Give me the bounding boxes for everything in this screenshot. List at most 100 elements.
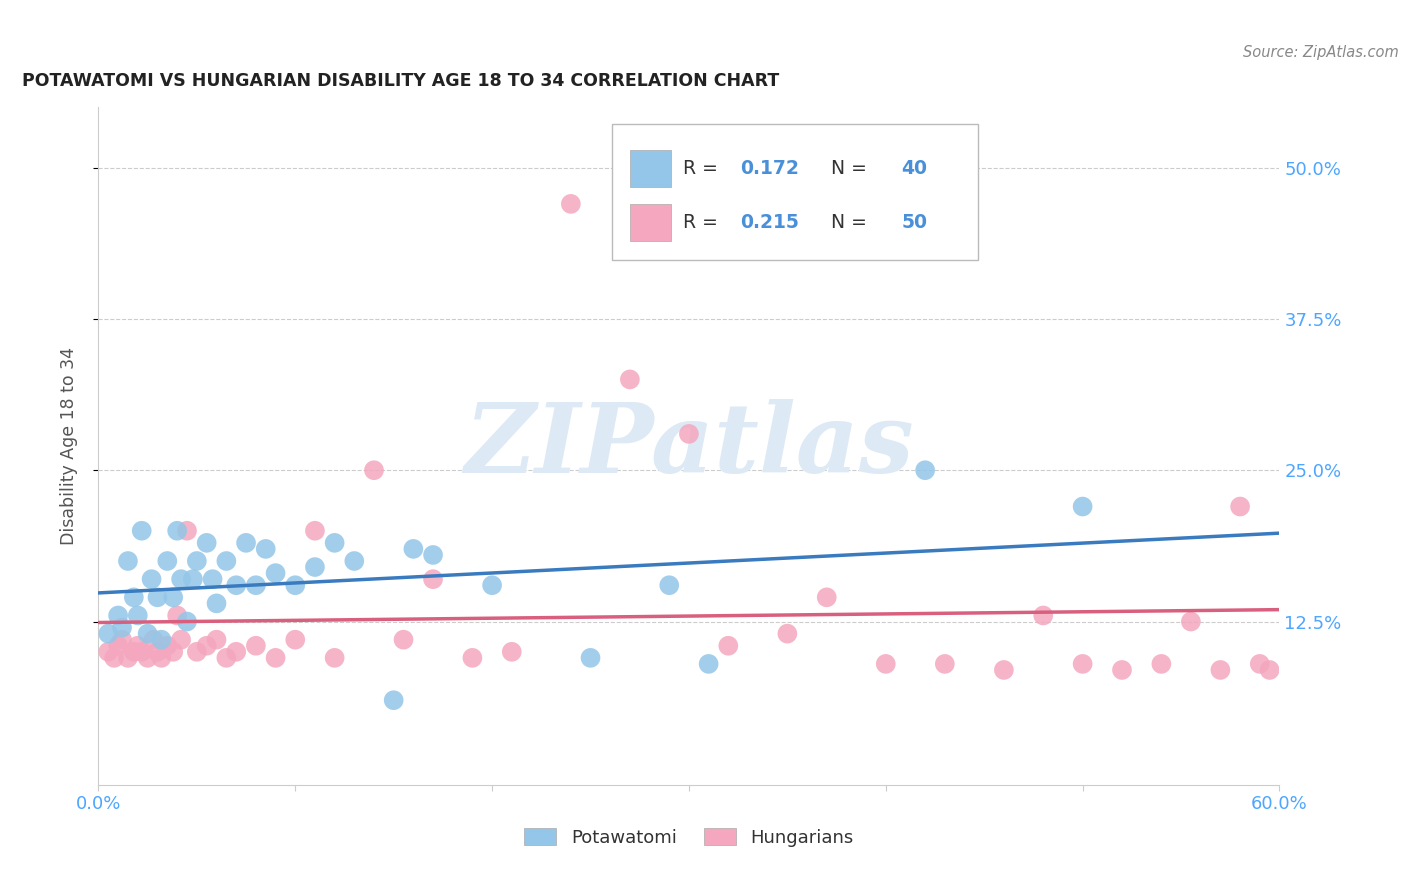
Point [162, 591, 184, 605]
Point [131, 645, 153, 659]
Point [304, 560, 326, 574]
Point [170, 632, 193, 647]
Point [1180, 615, 1202, 629]
Point [579, 651, 602, 665]
Point [176, 524, 198, 538]
Point [127, 608, 149, 623]
Text: 0.172: 0.172 [740, 159, 799, 178]
Point [560, 197, 582, 211]
Point [181, 572, 204, 586]
Point [343, 554, 366, 568]
Point [117, 554, 139, 568]
Text: R =: R = [683, 159, 724, 178]
Point [170, 572, 193, 586]
Point [284, 578, 307, 592]
Point [1032, 608, 1054, 623]
Point [1229, 500, 1251, 514]
Point [323, 536, 346, 550]
Text: N =: N = [818, 159, 873, 178]
Point [166, 524, 188, 538]
Y-axis label: Disability Age 18 to 34: Disability Age 18 to 34 [59, 347, 77, 545]
Point [422, 572, 444, 586]
Point [107, 608, 129, 623]
Point [215, 554, 238, 568]
Text: 40: 40 [901, 159, 928, 178]
Point [205, 596, 228, 610]
Point [914, 463, 936, 477]
Point [122, 645, 145, 659]
Text: ZIPatlas: ZIPatlas [464, 399, 914, 493]
Point [323, 651, 346, 665]
Point [1258, 663, 1281, 677]
Point [501, 645, 523, 659]
Point [225, 645, 247, 659]
Point [195, 536, 218, 550]
Text: N =: N = [818, 213, 873, 232]
Point [141, 572, 163, 586]
Point [142, 632, 165, 647]
Point [678, 426, 700, 441]
Point [776, 626, 799, 640]
Text: Source: ZipAtlas.com: Source: ZipAtlas.com [1243, 45, 1399, 60]
Text: 50: 50 [901, 213, 928, 232]
Point [264, 566, 287, 580]
Point [1249, 657, 1271, 671]
Text: POTAWATOMI VS HUNGARIAN DISABILITY AGE 18 TO 34 CORRELATION CHART: POTAWATOMI VS HUNGARIAN DISABILITY AGE 1… [21, 72, 779, 90]
Point [117, 651, 139, 665]
Point [1150, 657, 1173, 671]
Point [186, 554, 208, 568]
Point [402, 541, 425, 556]
FancyBboxPatch shape [612, 124, 979, 260]
Point [215, 651, 238, 665]
Point [422, 548, 444, 562]
Point [127, 639, 149, 653]
Point [697, 657, 720, 671]
Point [166, 608, 188, 623]
Point [245, 578, 267, 592]
Point [156, 554, 179, 568]
Point [146, 645, 169, 659]
Point [264, 651, 287, 665]
Point [176, 615, 198, 629]
Point [201, 572, 224, 586]
Point [136, 651, 159, 665]
Point [658, 578, 681, 592]
Point [1071, 657, 1094, 671]
Point [993, 663, 1015, 677]
Point [111, 632, 134, 647]
Point [1111, 663, 1133, 677]
Point [304, 524, 326, 538]
Point [1071, 500, 1094, 514]
Point [363, 463, 385, 477]
Point [875, 657, 897, 671]
Point [122, 591, 145, 605]
FancyBboxPatch shape [630, 150, 671, 187]
Point [146, 591, 169, 605]
Point [111, 621, 134, 635]
Point [150, 651, 173, 665]
Point [162, 645, 184, 659]
Point [103, 651, 125, 665]
Point [481, 578, 503, 592]
Legend: Potawatomi, Hungarians: Potawatomi, Hungarians [516, 822, 862, 854]
Point [1209, 663, 1232, 677]
Point [195, 639, 218, 653]
Point [97, 645, 120, 659]
Point [131, 524, 153, 538]
Point [717, 639, 740, 653]
Point [97, 626, 120, 640]
Point [619, 372, 641, 386]
Point [934, 657, 956, 671]
Point [156, 639, 179, 653]
Point [461, 651, 484, 665]
Point [815, 591, 838, 605]
Point [392, 632, 415, 647]
Point [254, 541, 277, 556]
Point [136, 626, 159, 640]
Point [205, 632, 228, 647]
Text: 0.215: 0.215 [740, 213, 799, 232]
Point [186, 645, 208, 659]
Point [107, 639, 129, 653]
Point [245, 639, 267, 653]
Point [235, 536, 257, 550]
